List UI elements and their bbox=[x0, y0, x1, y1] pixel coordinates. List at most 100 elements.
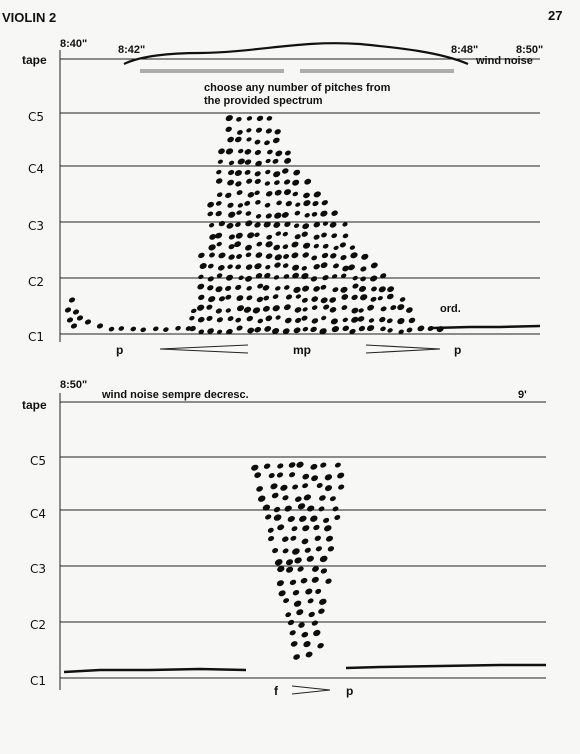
note-head bbox=[427, 325, 434, 332]
note-head bbox=[197, 283, 205, 290]
note-head bbox=[263, 221, 271, 228]
note-head bbox=[257, 283, 264, 289]
note-head bbox=[310, 326, 317, 333]
note-head bbox=[301, 315, 308, 321]
note-head bbox=[301, 273, 309, 280]
note-head bbox=[322, 221, 329, 226]
note-head bbox=[254, 232, 260, 238]
note-head bbox=[366, 325, 375, 332]
note-head bbox=[218, 252, 226, 259]
note-head bbox=[303, 641, 311, 648]
note-head bbox=[216, 192, 223, 198]
note-head bbox=[254, 263, 262, 270]
note-head bbox=[296, 609, 304, 616]
note-head bbox=[265, 213, 272, 219]
note-head bbox=[283, 598, 290, 604]
note-head bbox=[140, 327, 146, 333]
note-head bbox=[387, 328, 393, 333]
note-head bbox=[380, 306, 387, 312]
note-head bbox=[294, 496, 302, 502]
note-head bbox=[378, 286, 386, 293]
note-head bbox=[277, 565, 285, 573]
note-head bbox=[276, 472, 284, 478]
note-head bbox=[315, 546, 322, 552]
note-head bbox=[320, 462, 327, 468]
note-head bbox=[313, 191, 321, 198]
note-head bbox=[270, 483, 278, 490]
system2-label-c1: C1 bbox=[30, 674, 46, 688]
note-head bbox=[207, 276, 214, 282]
note-head bbox=[275, 315, 281, 320]
system1-tape-hairpin-2 bbox=[300, 69, 454, 73]
note-head bbox=[235, 232, 243, 239]
note-head bbox=[302, 285, 310, 292]
note-head bbox=[320, 568, 328, 574]
note-head bbox=[311, 620, 319, 626]
note-head bbox=[265, 514, 272, 520]
note-head bbox=[313, 629, 321, 637]
note-head bbox=[387, 286, 395, 293]
note-head bbox=[246, 315, 254, 322]
note-head bbox=[225, 308, 231, 313]
note-head bbox=[209, 252, 215, 258]
note-head bbox=[225, 274, 234, 281]
note-head bbox=[206, 304, 213, 310]
note-head bbox=[244, 169, 251, 175]
note-head bbox=[299, 515, 307, 522]
note-head bbox=[254, 178, 261, 184]
note-head bbox=[280, 484, 288, 491]
system2-decrescendo-hairpin bbox=[291, 685, 331, 695]
note-head bbox=[339, 242, 346, 248]
note-head bbox=[282, 244, 289, 250]
note-head bbox=[310, 276, 318, 282]
note-head bbox=[228, 244, 235, 250]
page-number: 27 bbox=[548, 8, 562, 23]
note-head bbox=[266, 234, 273, 240]
note-head bbox=[272, 305, 280, 312]
note-head bbox=[225, 285, 232, 291]
note-head bbox=[331, 274, 338, 279]
note-head bbox=[301, 297, 308, 303]
note-head bbox=[329, 222, 337, 228]
note-head bbox=[311, 255, 318, 261]
note-head bbox=[234, 136, 242, 143]
note-head bbox=[254, 190, 260, 196]
note-head bbox=[307, 505, 315, 512]
note-head bbox=[254, 326, 262, 333]
note-head bbox=[320, 284, 327, 290]
note-head bbox=[406, 327, 413, 333]
note-head bbox=[358, 285, 367, 292]
note-head bbox=[304, 547, 311, 553]
note-head bbox=[329, 496, 336, 502]
note-head bbox=[340, 286, 348, 293]
note-head bbox=[252, 307, 261, 314]
note-head bbox=[118, 326, 125, 331]
note-head bbox=[333, 245, 339, 251]
note-head bbox=[297, 503, 306, 510]
note-head bbox=[319, 598, 327, 605]
note-head bbox=[293, 223, 300, 228]
note-head bbox=[274, 212, 282, 219]
note-head bbox=[255, 214, 262, 219]
note-head bbox=[349, 328, 356, 335]
note-head bbox=[352, 275, 358, 281]
note-head bbox=[321, 252, 329, 259]
note-head bbox=[390, 305, 397, 311]
note-head bbox=[321, 200, 328, 206]
note-head bbox=[289, 579, 297, 586]
note-head bbox=[228, 211, 236, 218]
note-head bbox=[291, 241, 299, 248]
note-head bbox=[244, 149, 252, 155]
note-head bbox=[295, 294, 302, 299]
note-head bbox=[333, 263, 339, 269]
note-head bbox=[289, 630, 296, 636]
note-head bbox=[294, 210, 301, 216]
note-head bbox=[307, 598, 314, 604]
note-head bbox=[218, 148, 225, 155]
note-head bbox=[302, 223, 310, 230]
note-head bbox=[265, 253, 273, 259]
note-head bbox=[313, 286, 320, 292]
note-head bbox=[301, 538, 309, 545]
system1-dynamic-p-start: p bbox=[116, 343, 123, 357]
note-head bbox=[278, 590, 286, 597]
